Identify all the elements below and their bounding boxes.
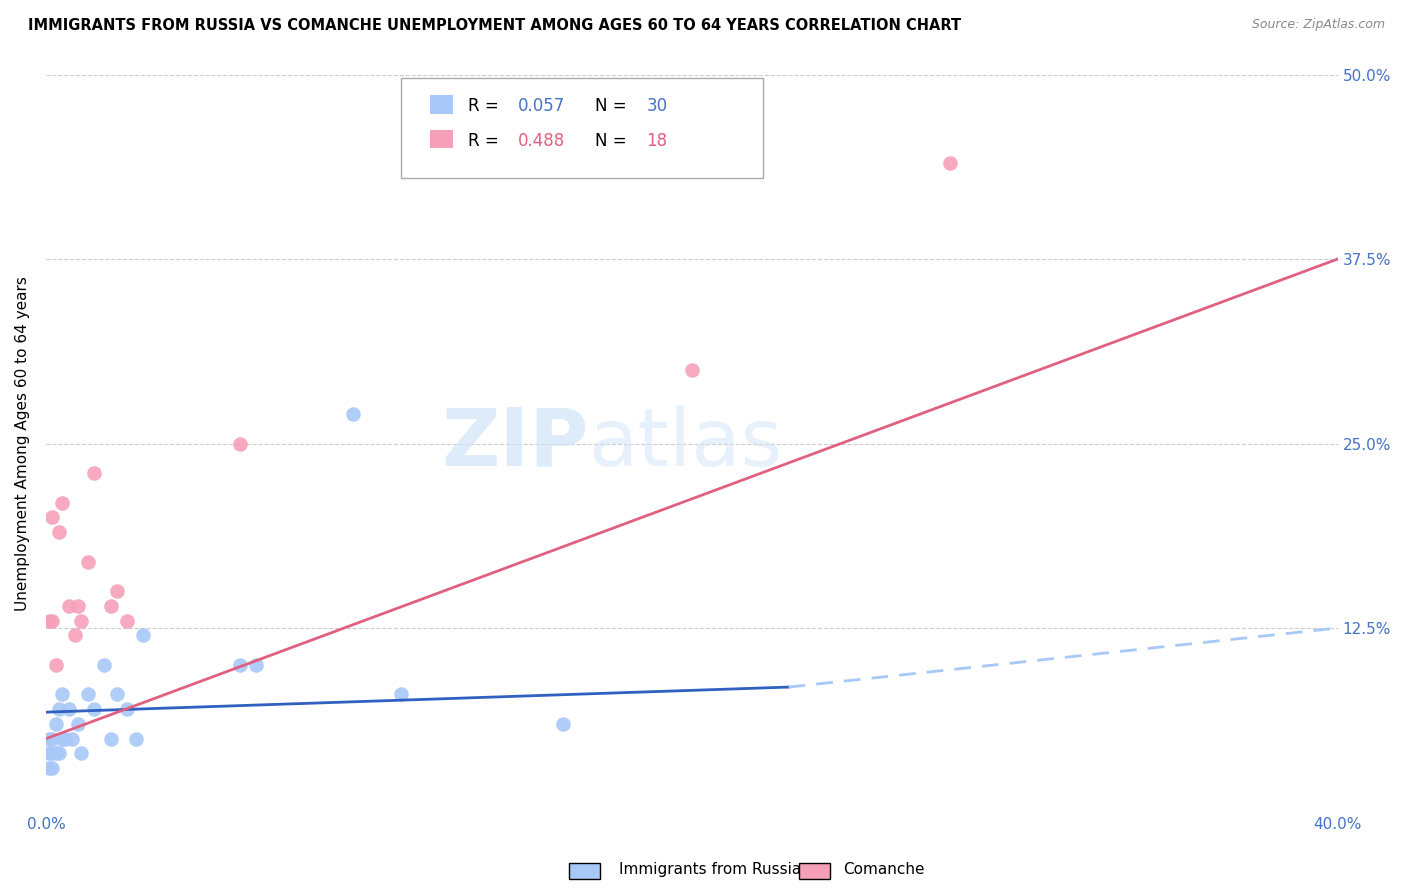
Point xyxy=(41,510,63,524)
Point xyxy=(342,407,364,421)
Point xyxy=(228,657,250,672)
Point xyxy=(67,717,90,731)
Text: 0.488: 0.488 xyxy=(517,132,565,150)
Point xyxy=(245,657,267,672)
Point xyxy=(115,614,138,628)
Point xyxy=(77,555,100,569)
Point xyxy=(53,731,76,746)
Point xyxy=(38,731,60,746)
Point xyxy=(105,584,128,599)
Point xyxy=(51,731,73,746)
Point xyxy=(51,495,73,509)
Point xyxy=(48,702,70,716)
Point xyxy=(48,747,70,761)
Point xyxy=(228,436,250,450)
Point xyxy=(105,688,128,702)
Text: Comanche: Comanche xyxy=(844,863,925,877)
Point xyxy=(83,702,105,716)
Point xyxy=(63,628,86,642)
Y-axis label: Unemployment Among Ages 60 to 64 years: Unemployment Among Ages 60 to 64 years xyxy=(15,277,30,611)
FancyBboxPatch shape xyxy=(401,78,763,178)
Point xyxy=(45,657,67,672)
Point xyxy=(389,688,412,702)
Point xyxy=(125,731,148,746)
Point xyxy=(70,614,93,628)
Point xyxy=(83,466,105,480)
Text: ZIP: ZIP xyxy=(441,405,589,483)
Text: IMMIGRANTS FROM RUSSIA VS COMANCHE UNEMPLOYMENT AMONG AGES 60 TO 64 YEARS CORREL: IMMIGRANTS FROM RUSSIA VS COMANCHE UNEMP… xyxy=(28,18,962,33)
Point xyxy=(41,761,63,775)
Text: Immigrants from Russia: Immigrants from Russia xyxy=(619,863,801,877)
Text: atlas: atlas xyxy=(589,405,783,483)
Point xyxy=(939,156,962,170)
Point xyxy=(551,717,574,731)
Point xyxy=(58,599,80,613)
FancyBboxPatch shape xyxy=(430,129,453,148)
Text: 0.057: 0.057 xyxy=(517,97,565,115)
Point xyxy=(38,747,60,761)
Text: R =: R = xyxy=(468,132,505,150)
Point xyxy=(100,731,122,746)
Text: 30: 30 xyxy=(647,97,668,115)
Point xyxy=(60,731,83,746)
FancyBboxPatch shape xyxy=(430,95,453,113)
Point xyxy=(70,747,93,761)
Point xyxy=(41,731,63,746)
Point xyxy=(48,525,70,540)
Point xyxy=(115,702,138,716)
Point xyxy=(100,599,122,613)
Point xyxy=(67,599,90,613)
Point xyxy=(77,688,100,702)
Point xyxy=(58,702,80,716)
Text: 18: 18 xyxy=(647,132,668,150)
Point xyxy=(681,362,703,376)
Point xyxy=(51,688,73,702)
Point xyxy=(38,614,60,628)
Point xyxy=(41,614,63,628)
Point xyxy=(38,761,60,775)
Point xyxy=(41,747,63,761)
Point xyxy=(132,628,155,642)
Text: N =: N = xyxy=(595,97,631,115)
Point xyxy=(93,657,115,672)
Text: R =: R = xyxy=(468,97,505,115)
Point xyxy=(45,717,67,731)
Text: N =: N = xyxy=(595,132,631,150)
Text: Source: ZipAtlas.com: Source: ZipAtlas.com xyxy=(1251,18,1385,31)
Point xyxy=(45,747,67,761)
